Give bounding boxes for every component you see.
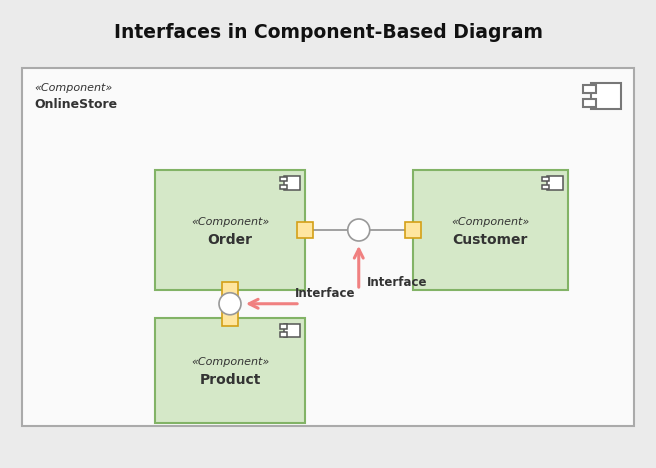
Text: Interface: Interface (295, 287, 356, 300)
Text: «Component»: «Component» (451, 217, 529, 227)
Text: «Component»: «Component» (191, 357, 269, 367)
Text: «Component»: «Component» (34, 83, 112, 93)
Text: Interface: Interface (367, 276, 427, 288)
Bar (405, 222, 420, 238)
Bar (583, 99, 596, 107)
Text: Interfaces in Component-Based Diagram: Interfaces in Component-Based Diagram (113, 22, 543, 42)
Bar (280, 177, 287, 182)
Bar (222, 309, 238, 326)
Bar (543, 177, 549, 182)
Circle shape (348, 219, 370, 241)
Bar (284, 324, 300, 337)
Bar (155, 170, 305, 290)
Bar (543, 184, 549, 189)
Text: Product: Product (199, 373, 260, 387)
Bar (280, 324, 287, 329)
Bar (297, 222, 313, 238)
Bar (280, 184, 287, 189)
Bar (591, 83, 621, 109)
Text: OnlineStore: OnlineStore (34, 97, 117, 110)
Bar (280, 332, 287, 336)
Circle shape (219, 293, 241, 315)
Bar (284, 176, 300, 190)
Bar (155, 317, 305, 423)
Text: Customer: Customer (453, 233, 527, 247)
Bar (546, 176, 562, 190)
Bar (22, 68, 634, 426)
Bar (583, 85, 596, 93)
Bar (413, 170, 567, 290)
Text: Order: Order (207, 233, 253, 247)
Text: «Component»: «Component» (191, 217, 269, 227)
Bar (222, 282, 238, 298)
